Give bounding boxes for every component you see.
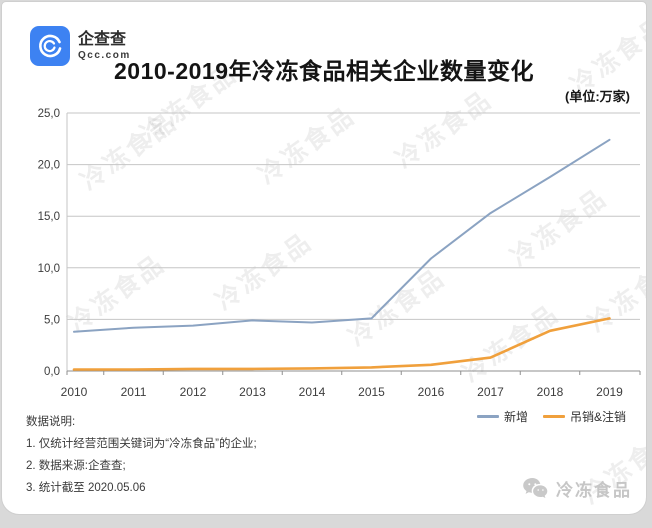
notes-line-2: 2. 数据来源:企查查; [26,460,126,472]
x-tick-label: 2010 [61,385,88,399]
x-tick-label: 2018 [537,385,564,399]
y-tick-label: 0,0 [44,366,60,378]
x-tick-label: 2012 [180,385,207,399]
y-tick-label: 20,0 [38,160,60,172]
legend-swatch [476,415,499,418]
wechat-watermark-text: 冷冻食品 [556,481,632,500]
logo-name: 企查查 [78,30,127,48]
legend-item-新增: 新增 [476,408,528,425]
qcc-swirl-icon [39,34,62,58]
series-line-吊销&注销 [72,317,611,371]
y-tick-label: 5,0 [44,314,60,326]
line-chart: 0,0 5,0 10,0 15,0 20,0 25,0 2010 2011 2012 2013 20… [38,108,641,399]
legend-label: 吊销&注销 [569,410,626,424]
infographic-card: 冷冻食品 冷冻食品 冷冻食品 冷冻食品 冷冻食品 冷冻食品 冷冻食品 冷冻食品 冷冻食品 冷冻食品… [1,1,647,515]
x-tick-label: 2015 [358,385,385,399]
chart-legend: 新增 吊销&注销 [476,408,626,425]
legend-swatch [542,415,565,418]
notes-line-1: 1. 仅统计经营范围关键词为“冷冻食品”的企业; [26,438,257,450]
chart-title: 2010-2019年冷冻食品相关企业数量变化 [114,58,534,84]
notes-line-3: 3. 统计截至 2020.05.06 [26,482,146,494]
x-tick-label: 2019 [596,385,623,399]
x-tick-label: 2017 [477,385,504,399]
wechat-watermark: 冷冻食品 [522,476,632,501]
y-tick-label: 25,0 [38,108,60,120]
data-notes: 数据说明: 1. 仅统计经营范围关键词为“冷冻食品”的企业; 2. 数据来源:企… [26,411,257,499]
legend-item-吊销&注销: 吊销&注销 [542,408,626,425]
y-tick-label: 10,0 [38,263,60,275]
logo-domain: Qcc.com [78,50,131,62]
x-tick-label: 2016 [418,385,445,399]
wechat-icon [523,478,548,498]
qcc-logo: 企查查 Qcc.com [30,26,131,66]
unit-label: (单位:万家) [565,89,630,104]
x-tick-label: 2011 [121,385,147,399]
legend-label: 新增 [503,410,528,424]
x-tick-label: 2014 [299,385,326,399]
qcc-logo-icon [30,26,70,66]
notes-heading: 数据说明: [26,416,76,428]
series-line-新增 [73,138,611,333]
y-tick-label: 15,0 [38,211,60,223]
x-tick-label: 2013 [239,385,266,399]
